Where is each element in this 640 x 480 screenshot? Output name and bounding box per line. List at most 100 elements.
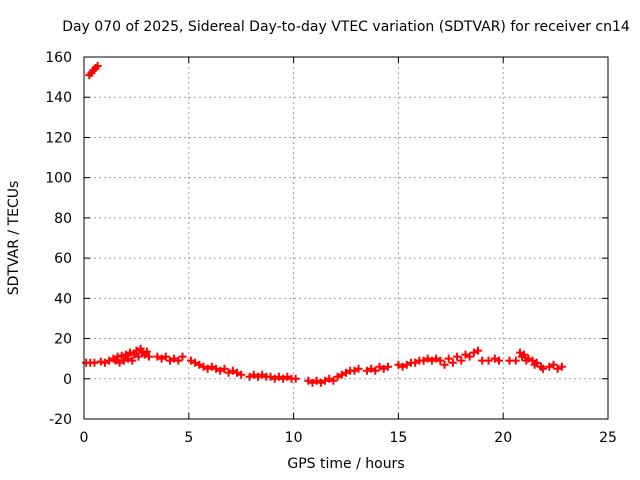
data-point <box>124 354 133 363</box>
data-point <box>329 376 338 385</box>
grid-lines <box>84 57 608 419</box>
data-point <box>153 352 162 361</box>
data-point <box>157 354 166 363</box>
data-point <box>283 372 292 381</box>
data-point <box>423 354 432 363</box>
data-point <box>325 374 334 383</box>
x-tick-label: 5 <box>184 430 193 446</box>
plot-frame <box>83 56 609 420</box>
data-point <box>394 360 403 369</box>
data-point <box>367 364 376 373</box>
y-tick-label: 120 <box>45 130 72 146</box>
data-point <box>233 368 242 377</box>
data-point <box>126 348 135 357</box>
data-point <box>440 360 449 369</box>
data-point <box>279 374 288 383</box>
data-point <box>337 370 346 379</box>
data-point <box>90 358 99 367</box>
data-point <box>362 366 371 375</box>
data-point <box>545 362 554 371</box>
data-point <box>553 364 562 373</box>
x-tick-label: 10 <box>285 430 303 446</box>
data-point <box>161 352 170 361</box>
data-point <box>207 362 216 371</box>
y-tick-label: 20 <box>54 332 72 348</box>
data-point <box>178 352 187 361</box>
data-point <box>528 356 537 365</box>
data-point <box>383 362 392 371</box>
data-point <box>484 356 493 365</box>
data-point <box>304 376 313 385</box>
y-tick-label: 100 <box>45 171 72 187</box>
x-tick-label: 0 <box>80 430 89 446</box>
data-point <box>532 358 541 367</box>
data-point <box>539 364 548 373</box>
data-point <box>228 366 237 375</box>
data-point <box>249 370 258 379</box>
data-point <box>237 370 246 379</box>
data-point <box>119 356 128 365</box>
data-point <box>216 366 225 375</box>
data-point <box>117 351 126 360</box>
data-point <box>457 356 466 365</box>
y-tick-label: 80 <box>54 211 72 227</box>
data-point <box>121 350 130 359</box>
y-tick-label: 140 <box>45 90 72 106</box>
data-point <box>321 376 330 385</box>
data-point <box>342 368 350 377</box>
data-point <box>350 366 359 375</box>
data-series-sdtvar <box>82 62 566 387</box>
data-point <box>379 364 388 373</box>
data-point <box>453 352 462 361</box>
y-axis-label: SDTVAR / TECUs <box>6 180 22 296</box>
data-point <box>220 364 229 373</box>
data-point <box>436 356 445 365</box>
data-point <box>333 372 342 381</box>
data-point <box>245 372 254 381</box>
data-point <box>291 374 300 383</box>
data-point <box>270 374 279 383</box>
y-tick-label: 160 <box>45 50 72 66</box>
x-tick-label: 25 <box>599 430 617 446</box>
y-tick-label: 40 <box>54 291 72 307</box>
x-tick-label: 15 <box>389 430 407 446</box>
data-point <box>312 376 321 385</box>
data-point <box>375 362 384 371</box>
data-point <box>96 357 105 366</box>
data-point <box>515 348 524 357</box>
data-point <box>111 356 120 365</box>
data-point <box>402 360 411 369</box>
data-point <box>549 360 558 369</box>
data-point <box>100 358 109 367</box>
data-point <box>165 356 174 365</box>
data-point <box>224 368 233 377</box>
data-point <box>136 344 145 353</box>
data-point <box>113 352 122 361</box>
data-point <box>474 346 483 355</box>
data-point <box>93 62 102 71</box>
data-point <box>274 372 283 381</box>
data-point <box>520 350 529 359</box>
data-point <box>448 358 457 367</box>
data-point <box>199 362 208 371</box>
data-point <box>419 356 428 365</box>
data-point <box>398 362 407 371</box>
data-point <box>144 352 153 361</box>
data-point <box>174 356 183 365</box>
data-point <box>465 352 474 361</box>
data-point <box>461 350 470 359</box>
data-point <box>186 356 195 365</box>
y-tick-label: 60 <box>54 251 72 267</box>
data-point <box>115 358 124 367</box>
data-point <box>128 356 137 365</box>
data-point <box>253 372 262 381</box>
data-point <box>212 364 221 373</box>
data-point <box>266 372 275 381</box>
data-point <box>511 356 520 365</box>
data-point <box>170 354 179 363</box>
data-point <box>308 378 317 387</box>
data-point <box>469 348 478 357</box>
y-tick-label: 0 <box>63 372 72 388</box>
data-point <box>142 347 151 356</box>
